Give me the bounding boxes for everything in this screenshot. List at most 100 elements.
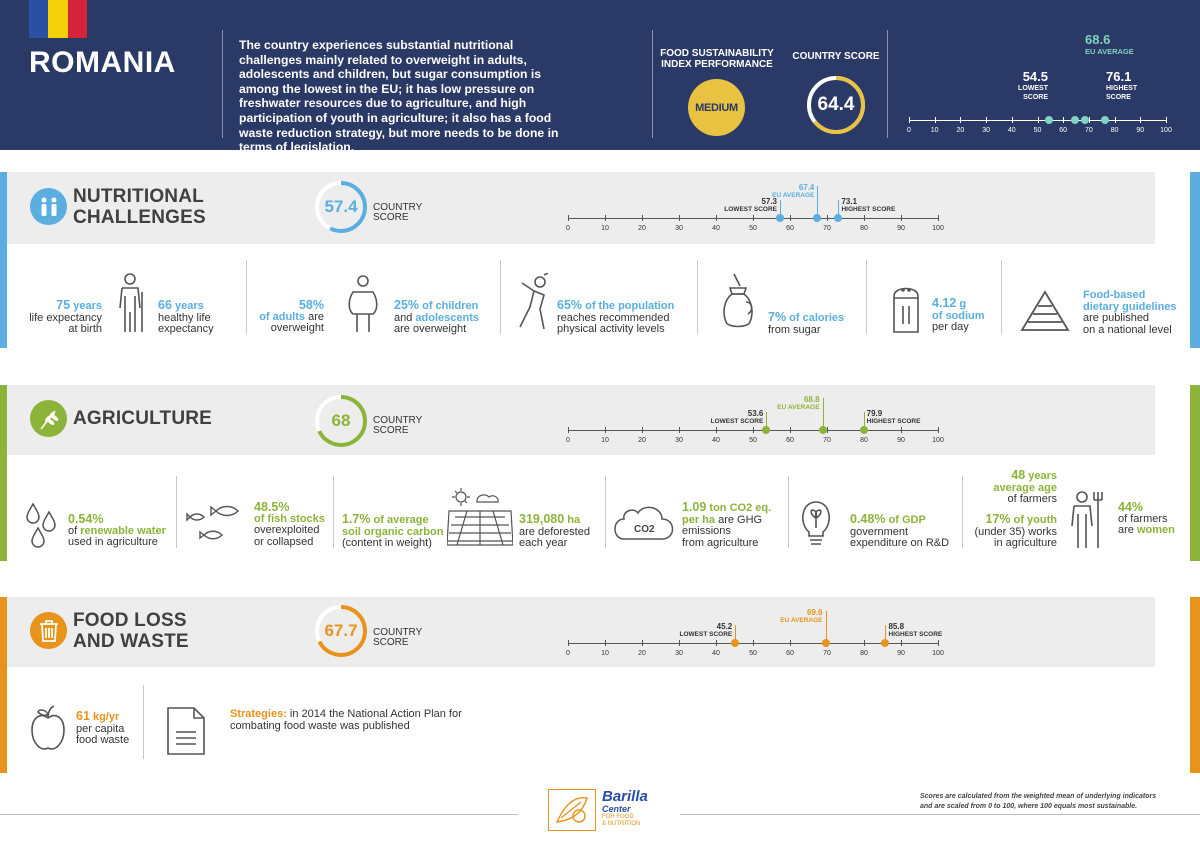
scale-tick-label: 100 xyxy=(932,225,944,232)
scale-tick-label: 10 xyxy=(601,437,609,444)
stat-deforestation: 319,080 ha are deforested each year xyxy=(519,512,590,549)
scale-tick xyxy=(568,640,569,646)
salt-shaker-icon xyxy=(891,282,921,334)
scale-tick-label: 30 xyxy=(675,650,683,657)
eu-average-dot xyxy=(818,426,827,434)
lowest-score-dot xyxy=(762,426,771,434)
water-drops-icon xyxy=(24,502,60,548)
scale-tick xyxy=(716,427,717,433)
agriculture-score-scale: 0 10 20 30 40 50 60 70 80 90 100 53.6 LOWEST SCORE 68… xyxy=(566,396,944,454)
waste-score-scale: 0 10 20 30 40 50 60 70 80 90 100 45.2 LOWEST SCORE 69… xyxy=(566,609,944,667)
nutrition-score-ring: 57.4 xyxy=(314,180,368,234)
scale-tick xyxy=(679,640,680,646)
lowest-score-dot-stem xyxy=(780,200,781,218)
nutrition-side-bar xyxy=(0,172,7,348)
field-sun-cloud-icon xyxy=(447,487,513,547)
header-highest-dot xyxy=(1100,116,1109,124)
eu-average-dot-stem xyxy=(822,398,824,430)
lowest-score-dot xyxy=(731,639,740,647)
stat-sodium: 4.12 g of sodium per day xyxy=(932,296,985,333)
highest-score-dot-stem xyxy=(838,200,840,218)
scale-tick-label: 100 xyxy=(932,650,944,657)
scale-tick-label: 20 xyxy=(638,650,646,657)
scale-tick-label: 70 xyxy=(823,650,831,657)
stat-dietary-guidelines: Food-based dietary guidelines are publis… xyxy=(1083,289,1177,336)
trash-bin-icon xyxy=(30,612,67,649)
scale-tick xyxy=(642,427,643,433)
scale-tick xyxy=(642,215,643,221)
scale-tick-label: 70 xyxy=(823,225,831,232)
waste-header xyxy=(7,597,1155,667)
scale-tick-label: 60 xyxy=(786,437,794,444)
stat-farmer-age: 48 years average age of farmers xyxy=(993,468,1057,505)
lowest-score-dot-stem xyxy=(766,412,768,430)
scale-tick-label: 60 xyxy=(1059,127,1068,134)
overweight-person-icon xyxy=(344,274,382,334)
eu-average-dot-label: 67.4 EU AVERAGE xyxy=(772,183,815,200)
scale-tick-label: 90 xyxy=(897,650,905,657)
header-highest-label: 76.1 HIGHEST SCORE xyxy=(1106,69,1138,101)
header-lowest-label: 54.5 LOWEST SCORE xyxy=(1018,69,1048,101)
header-eu-average-label: 68.6 EU AVERAGE xyxy=(1085,32,1134,56)
scale-tick-label: 20 xyxy=(956,127,965,134)
scale-tick-label: 60 xyxy=(786,650,794,657)
scale-tick-label: 80 xyxy=(860,437,868,444)
highest-score-dot xyxy=(834,214,843,222)
nutrition-header xyxy=(7,172,1155,244)
stat-sugar: 7% of calories from sugar xyxy=(768,310,845,336)
scale-tick-label: 70 xyxy=(823,437,831,444)
header-score-scale: 0 10 20 30 40 50 60 70 80 90 100 xyxy=(907,116,1172,150)
scale-tick xyxy=(1140,117,1142,123)
scale-tick xyxy=(1166,117,1167,123)
waste-side-bar-right xyxy=(1190,597,1200,773)
scale-tick-label: 40 xyxy=(712,437,720,444)
scale-tick xyxy=(605,427,606,433)
scale-tick-label: 20 xyxy=(638,225,646,232)
scale-tick-label: 0 xyxy=(566,225,570,232)
agriculture-side-bar xyxy=(0,385,7,561)
scale-tick xyxy=(938,640,939,646)
agriculture-score-ring: 68 xyxy=(314,394,368,448)
waste-score-value: 67.7 xyxy=(324,621,358,640)
scale-tick xyxy=(1088,117,1090,123)
lowest-score-dot-label: 45.2 LOWEST SCORE xyxy=(679,622,733,639)
scale-tick-label: 40 xyxy=(1007,127,1016,134)
highest-score-dot-label: 85.8 HIGHEST SCORE xyxy=(888,622,943,639)
document-icon xyxy=(166,706,206,756)
scale-tick xyxy=(790,427,791,433)
food-pyramid-icon xyxy=(1020,290,1070,332)
co2-label: CO2 xyxy=(634,524,655,535)
intro-text: The country experiences substantial nutr… xyxy=(239,38,559,155)
scale-tick xyxy=(827,215,828,221)
sugar-dispenser-icon xyxy=(720,272,756,334)
country-score-ring: 64.4 xyxy=(806,75,866,135)
scale-tick xyxy=(938,427,939,433)
scale-tick-label: 50 xyxy=(749,650,757,657)
scale-tick-label: 10 xyxy=(601,225,609,232)
stat-fish-stocks: 48.5% of fish stocks overexploited or col… xyxy=(254,500,325,548)
scale-tick-label: 90 xyxy=(897,437,905,444)
lowest-score-dot-stem xyxy=(735,625,737,643)
barilla-logo-icon xyxy=(548,789,596,831)
scale-tick xyxy=(901,640,902,646)
scale-tick xyxy=(909,117,910,123)
stat-food-waste: 61 kg/yr per capita food waste xyxy=(76,709,130,746)
stat-strategies: Strategies: in 2014 the National Action … xyxy=(230,708,462,732)
highest-score-dot-stem xyxy=(863,412,865,430)
scale-tick xyxy=(986,117,988,123)
person-icon xyxy=(112,272,148,334)
stat-healthy-life: 66 years healthy life expectancy xyxy=(158,298,214,335)
scale-tick xyxy=(568,215,569,221)
scale-tick-label: 70 xyxy=(1084,127,1093,134)
farmer-icon xyxy=(1068,490,1106,550)
scale-tick-label: 80 xyxy=(860,650,868,657)
scale-tick xyxy=(901,215,902,221)
header-banner: ROMANIA The country experiences substant… xyxy=(0,0,1200,154)
scale-tick-label: 100 xyxy=(932,437,944,444)
stat-life-expectancy: 75 years life expectancy at birth xyxy=(29,298,102,335)
romania-flag-icon xyxy=(29,0,87,38)
barilla-brand: Barilla Center FOR FOOD & NUTRITION xyxy=(602,788,648,827)
scale-tick-label: 40 xyxy=(712,225,720,232)
waste-title: FOOD LOSS AND WASTE xyxy=(73,610,189,652)
waste-score-label: COUNTRY SCORE xyxy=(373,627,423,648)
